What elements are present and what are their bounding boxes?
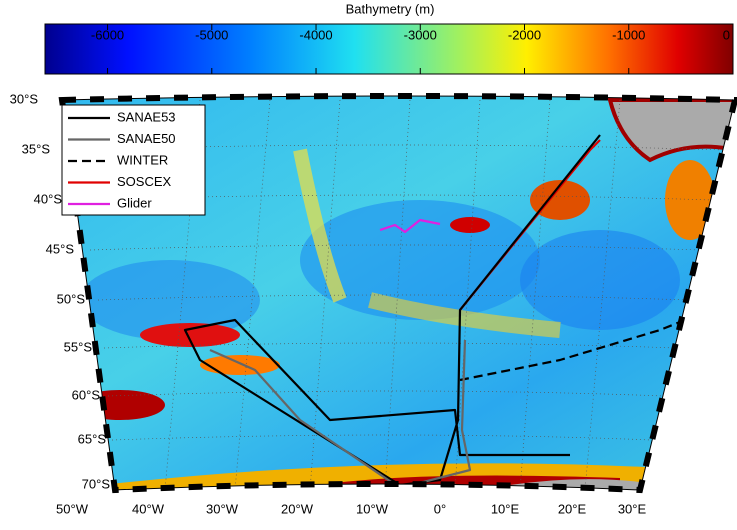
legend-label: Glider bbox=[117, 195, 152, 210]
colorbar-tick-label: -5000 bbox=[195, 27, 228, 42]
colorbar bbox=[44, 23, 734, 75]
legend-label: SANAE50 bbox=[117, 131, 176, 146]
colorbar-tick-label: -1000 bbox=[612, 27, 645, 42]
colorbar-title: Bathymetry (m) bbox=[346, 1, 435, 16]
latitude-label: 30°S bbox=[10, 91, 39, 106]
legend-label: SANAE53 bbox=[117, 109, 176, 124]
longitude-label: 0° bbox=[434, 501, 446, 516]
latitude-label: 45°S bbox=[46, 241, 75, 256]
latitude-label: 40°S bbox=[34, 191, 63, 206]
latitude-label: 50°S bbox=[57, 291, 86, 306]
longitude-label: 20°W bbox=[281, 501, 314, 516]
map-border bbox=[61, 95, 736, 491]
colorbar-ticks: -6000 -5000 -4000 -3000 -2000 -1000 0 bbox=[91, 24, 734, 74]
colorbar-tick-label: -2000 bbox=[508, 27, 541, 42]
legend-label: WINTER bbox=[117, 152, 168, 167]
latitude-label: 55°S bbox=[64, 339, 93, 354]
colorbar-tick-label: -6000 bbox=[91, 27, 124, 42]
longitude-label: 30°E bbox=[618, 501, 647, 516]
latitude-label: 35°S bbox=[22, 141, 51, 156]
latitude-label: 65°S bbox=[78, 431, 107, 446]
longitude-label: 20°E bbox=[558, 501, 587, 516]
latitude-label: 70°S bbox=[82, 476, 111, 491]
colorbar-tick-label: 0 bbox=[723, 27, 730, 42]
longitude-label: 10°W bbox=[356, 501, 389, 516]
latitude-label: 60°S bbox=[72, 387, 101, 402]
longitude-label: 40°W bbox=[132, 501, 165, 516]
legend-label: SOSCEX bbox=[117, 174, 172, 189]
legend: SANAE53 SANAE50 WINTER SOSCEX Glider bbox=[61, 104, 206, 216]
colorbar-tick-label: -4000 bbox=[299, 27, 332, 42]
longitude-label: 50°W bbox=[56, 501, 89, 516]
colorbar-tick-label: -3000 bbox=[404, 27, 437, 42]
longitude-label: 10°E bbox=[491, 501, 520, 516]
longitude-label: 30°W bbox=[206, 501, 239, 516]
